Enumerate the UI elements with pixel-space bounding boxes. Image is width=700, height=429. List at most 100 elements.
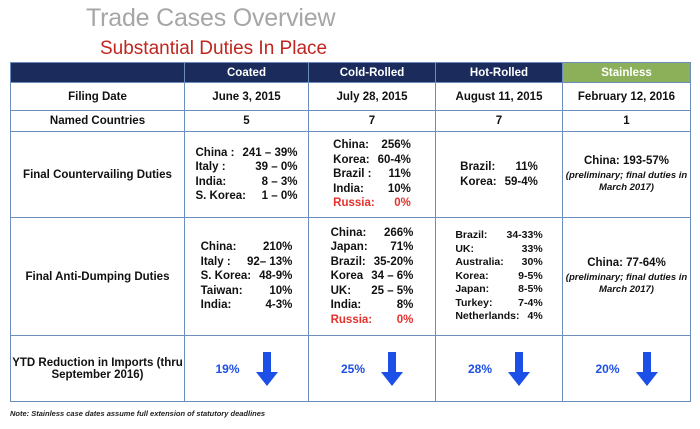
duty-rate: 71% [390,241,414,254]
duty-country: Australia: [455,256,504,269]
cvd-hot-rolled-cell: Brazil: 11% Korea: 59-4% [435,131,563,218]
footnote: Note: Stainless case dates assume full e… [10,409,266,418]
duty-rate: 0% [396,313,414,326]
duty-entry: S. Korea: 48-9% [201,269,293,284]
cvd-coated-cell: China : 241 – 39% Italy : 39 – 0% India: 8 – … [184,131,309,218]
table-row-ytd: YTD Reduction in Imports (thru September… [10,335,691,402]
duty-entry: Italy : 39 – 0% [196,160,298,175]
duty-entry: China: 210% [201,240,293,255]
duty-entry: India: 8% [331,298,414,313]
duty-country: Italy : [195,161,226,173]
ad-coated-cell: China: 210% Italy : 92– 13% S. Korea: 48-9% Ta… [184,217,309,336]
ytd-coated-cell: 19% [184,335,309,402]
duty-rate: 8% [396,299,414,312]
column-header-hot-rolled: Hot-Rolled [435,62,563,83]
column-header-coated: Coated [184,62,309,83]
duty-entry: China: 266% [331,226,414,241]
duty-entry: China: 256% [333,138,411,153]
duty-rate: 39 – 0% [255,161,298,173]
duty-entry: Turkey: 7-4% [455,297,542,311]
duty-entry: India: 10% [333,182,411,197]
duty-rate: 92– 13% [246,255,293,268]
duty-country: Korea: [333,153,370,166]
duty-entry: Korea 34 – 6% [331,269,414,284]
ytd-stainless-cell: 20% [562,335,691,402]
ad-cold-rolled-list: China: 266% Japan: 71% Brazil: 35-20% Korea 34 … [331,226,414,328]
duty-entry: Japan: 8-5% [455,283,542,297]
ytd-hot-rolled-cell: 28% [435,335,563,402]
duty-country: China: [333,139,369,152]
duty-rate: 8 – 3% [261,175,298,188]
duty-rate: 7-4% [518,296,543,309]
table-row-countervailing: Final Countervailing Duties China : 241 –… [10,131,691,218]
ytd-stainless-value: 20% [595,361,620,376]
row-label-named-countries: Named Countries [10,110,185,132]
trade-cases-table: Coated Cold-Rolled Hot-Rolled Stainless … [10,62,691,402]
duty-rate: 48-9% [259,270,293,283]
duty-entry: Taiwan: 10% [201,284,293,299]
duty-entry: Brazil: 11% [460,160,538,175]
table-header-row: Coated Cold-Rolled Hot-Rolled Stainless [10,62,691,83]
duty-rate: 1 – 0% [261,190,298,202]
cvd-stainless-main: China: 193-57% [583,155,669,167]
cvd-stainless-note: (preliminary; final duties in March 2017… [565,170,688,193]
table-row-antidumping: Final Anti-Dumping Duties China: 210% Ital… [10,217,691,336]
duty-rate: 9-5% [518,269,543,282]
duty-rate: 210% [262,241,293,254]
duty-country: UK: [330,284,352,297]
row-label-filing-date: Filing Date [10,82,185,111]
table-row-named-countries: Named Countries 5 7 7 1 [10,110,691,132]
filing-date-stainless: February 12, 2016 [562,82,691,111]
duty-entry: China : 241 – 39% [196,146,298,161]
duty-country: Korea: [455,269,489,282]
duty-entry: Brazil: 34-33% [455,229,542,243]
duty-country: Italy : [200,255,231,268]
duty-country: S. Korea: [195,190,247,202]
duty-country: Turkey: [455,296,493,309]
ad-cold-rolled-cell: China: 266% Japan: 71% Brazil: 35-20% Korea 34 … [308,217,436,336]
cvd-cold-rolled-list: China: 256% Korea: 60-4% Brazil : 11% India: 10… [333,138,411,211]
page-subtitle: Substantial Duties In Place [100,38,328,59]
duty-country: China : [195,146,235,159]
duty-country: India: [333,182,364,195]
duty-entry: Russia: 0% [333,196,411,211]
duty-rate: 10% [387,182,411,195]
row-label-countervailing: Final Countervailing Duties [10,131,185,218]
cvd-hot-rolled-list: Brazil: 11% Korea: 59-4% [460,160,538,189]
duty-entry: Australia: 30% [455,256,542,270]
duty-entry: Korea: 59-4% [460,175,538,190]
duty-entry: Brazil : 11% [333,167,411,182]
duty-entry: Korea: 60-4% [333,153,411,168]
duty-entry: UK: 25 – 5% [331,284,414,299]
duty-country: S. Korea: [200,270,252,283]
duty-country: Brazil: [460,161,496,173]
duty-country: Netherlands: [455,310,520,323]
duty-country: China: [200,241,237,254]
column-header-cold-rolled: Cold-Rolled [308,62,436,83]
duty-country: Brazil: [330,255,366,268]
table-row-filing-date: Filing Date June 3, 2015 July 28, 2015 A… [10,82,691,111]
cvd-coated-list: China : 241 – 39% Italy : 39 – 0% India: 8 – … [196,146,298,204]
ytd-coated-value: 19% [215,361,240,376]
ad-hot-rolled-list: Brazil: 34-33% UK: 33% Australia: 30% Korea: 9-… [455,229,542,324]
ytd-cold-rolled-cell: 25% [308,335,436,402]
duty-country: Russia: [333,197,375,210]
duty-rate: 34 – 6% [371,270,414,283]
duty-entry: S. Korea: 1 – 0% [196,189,298,204]
duty-rate: 35-20% [373,255,414,268]
ad-stainless-cell: China: 77-64% (preliminary; final duties… [562,217,691,336]
duty-rate: 241 – 39% [242,146,298,159]
header-blank [10,62,185,83]
ad-stainless-note: (preliminary; final duties in March 2017… [565,272,688,295]
duty-entry: India: 4-3% [201,298,293,313]
duty-rate: 0% [394,197,411,210]
duty-entry: Japan: 71% [331,240,414,255]
duty-country: Russia: [330,313,373,326]
duty-rate: 4% [527,310,543,323]
duty-entry: Italy : 92– 13% [201,255,293,270]
duty-country: UK: [455,242,474,255]
filing-date-coated: June 3, 2015 [184,82,309,111]
duty-rate: 34-33% [506,229,543,242]
duty-rate: 4-3% [265,299,293,312]
named-countries-hot-rolled: 7 [435,110,563,132]
